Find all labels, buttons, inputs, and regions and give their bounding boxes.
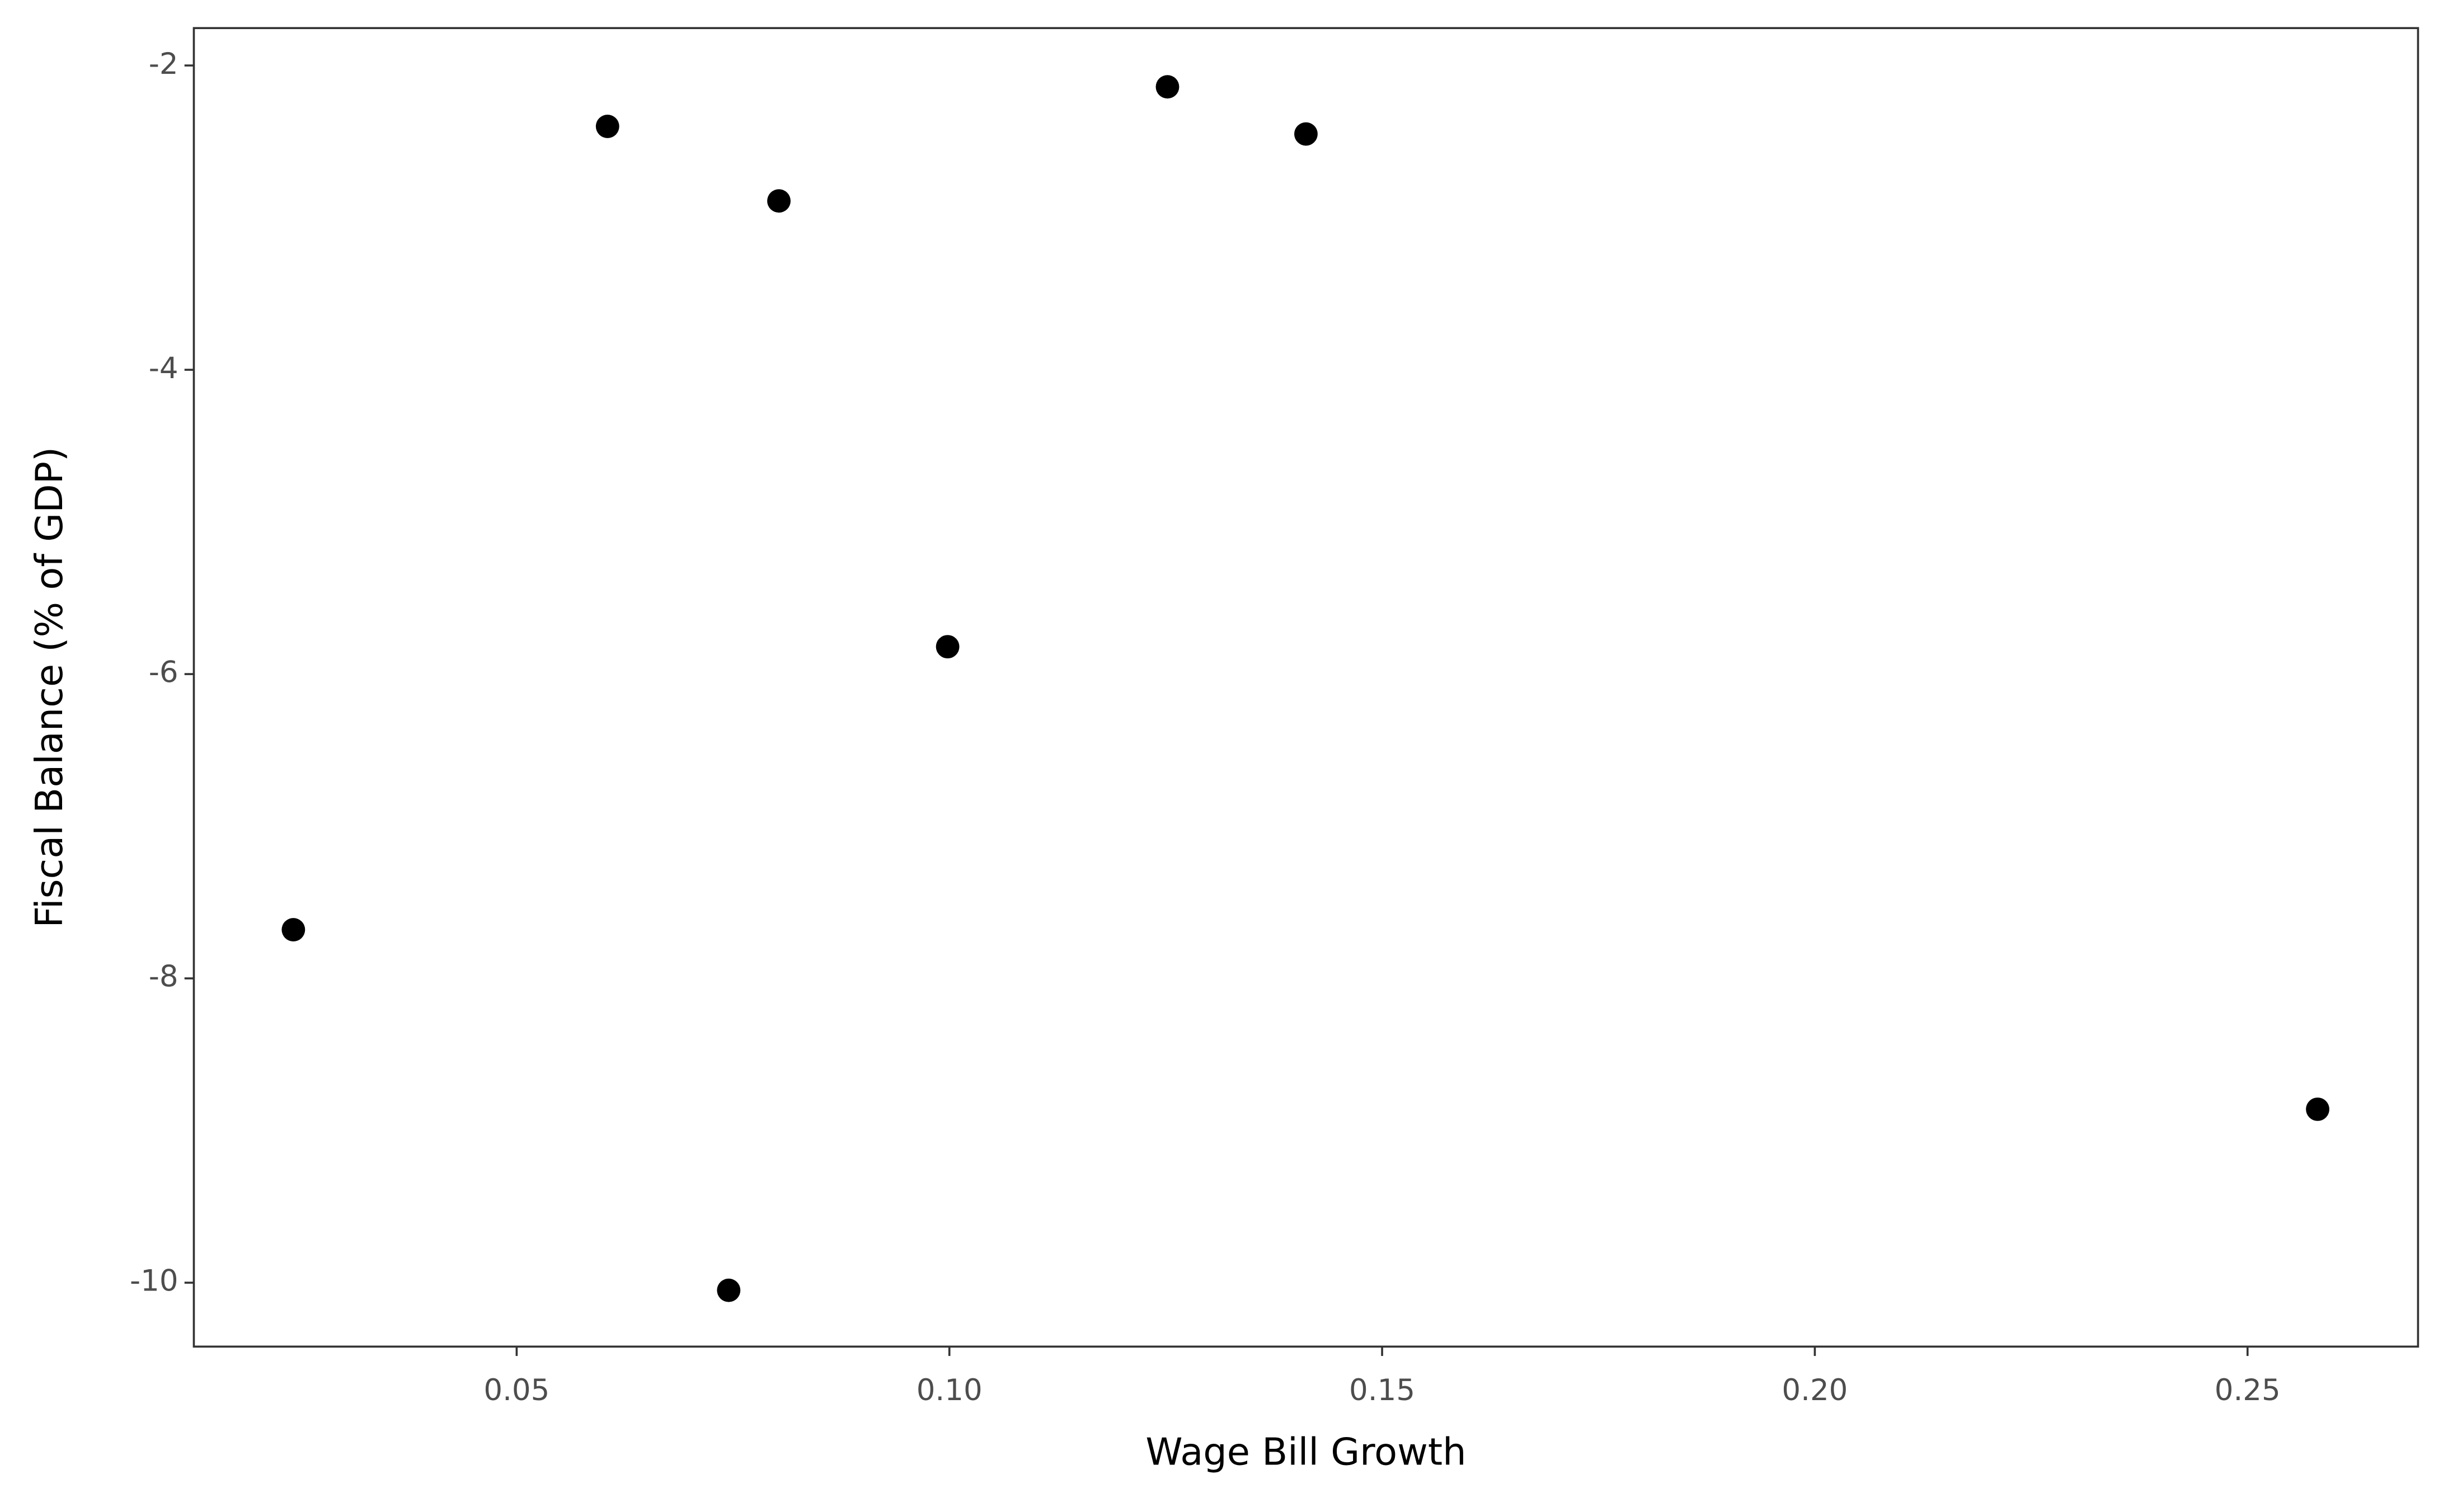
- point: [595, 114, 619, 138]
- y-tick-label: -6: [149, 656, 178, 690]
- plot-panel: [192, 27, 2419, 1348]
- y-tick-label: -4: [149, 351, 178, 385]
- x-axis-title: Wage Bill Growth: [1145, 1430, 1466, 1473]
- x-tick-label: 0.10: [917, 1373, 983, 1407]
- x-tick-label: 0.05: [483, 1373, 549, 1407]
- point: [1294, 122, 1318, 146]
- x-tick-label: 0.15: [1349, 1373, 1415, 1407]
- y-tick-label: -2: [149, 47, 178, 81]
- point: [936, 635, 960, 659]
- point: [281, 918, 306, 941]
- y-tick-label: -10: [130, 1264, 178, 1298]
- x-tick-label: 0.20: [1782, 1373, 1848, 1407]
- y-axis-title: Fiscal Balance (% of GDP): [27, 447, 71, 928]
- point: [1155, 75, 1180, 99]
- point: [2306, 1098, 2329, 1121]
- x-tick-label: 0.25: [2215, 1373, 2281, 1407]
- point: [767, 189, 791, 213]
- point: [717, 1278, 741, 1302]
- y-tick-label: -8: [149, 960, 178, 994]
